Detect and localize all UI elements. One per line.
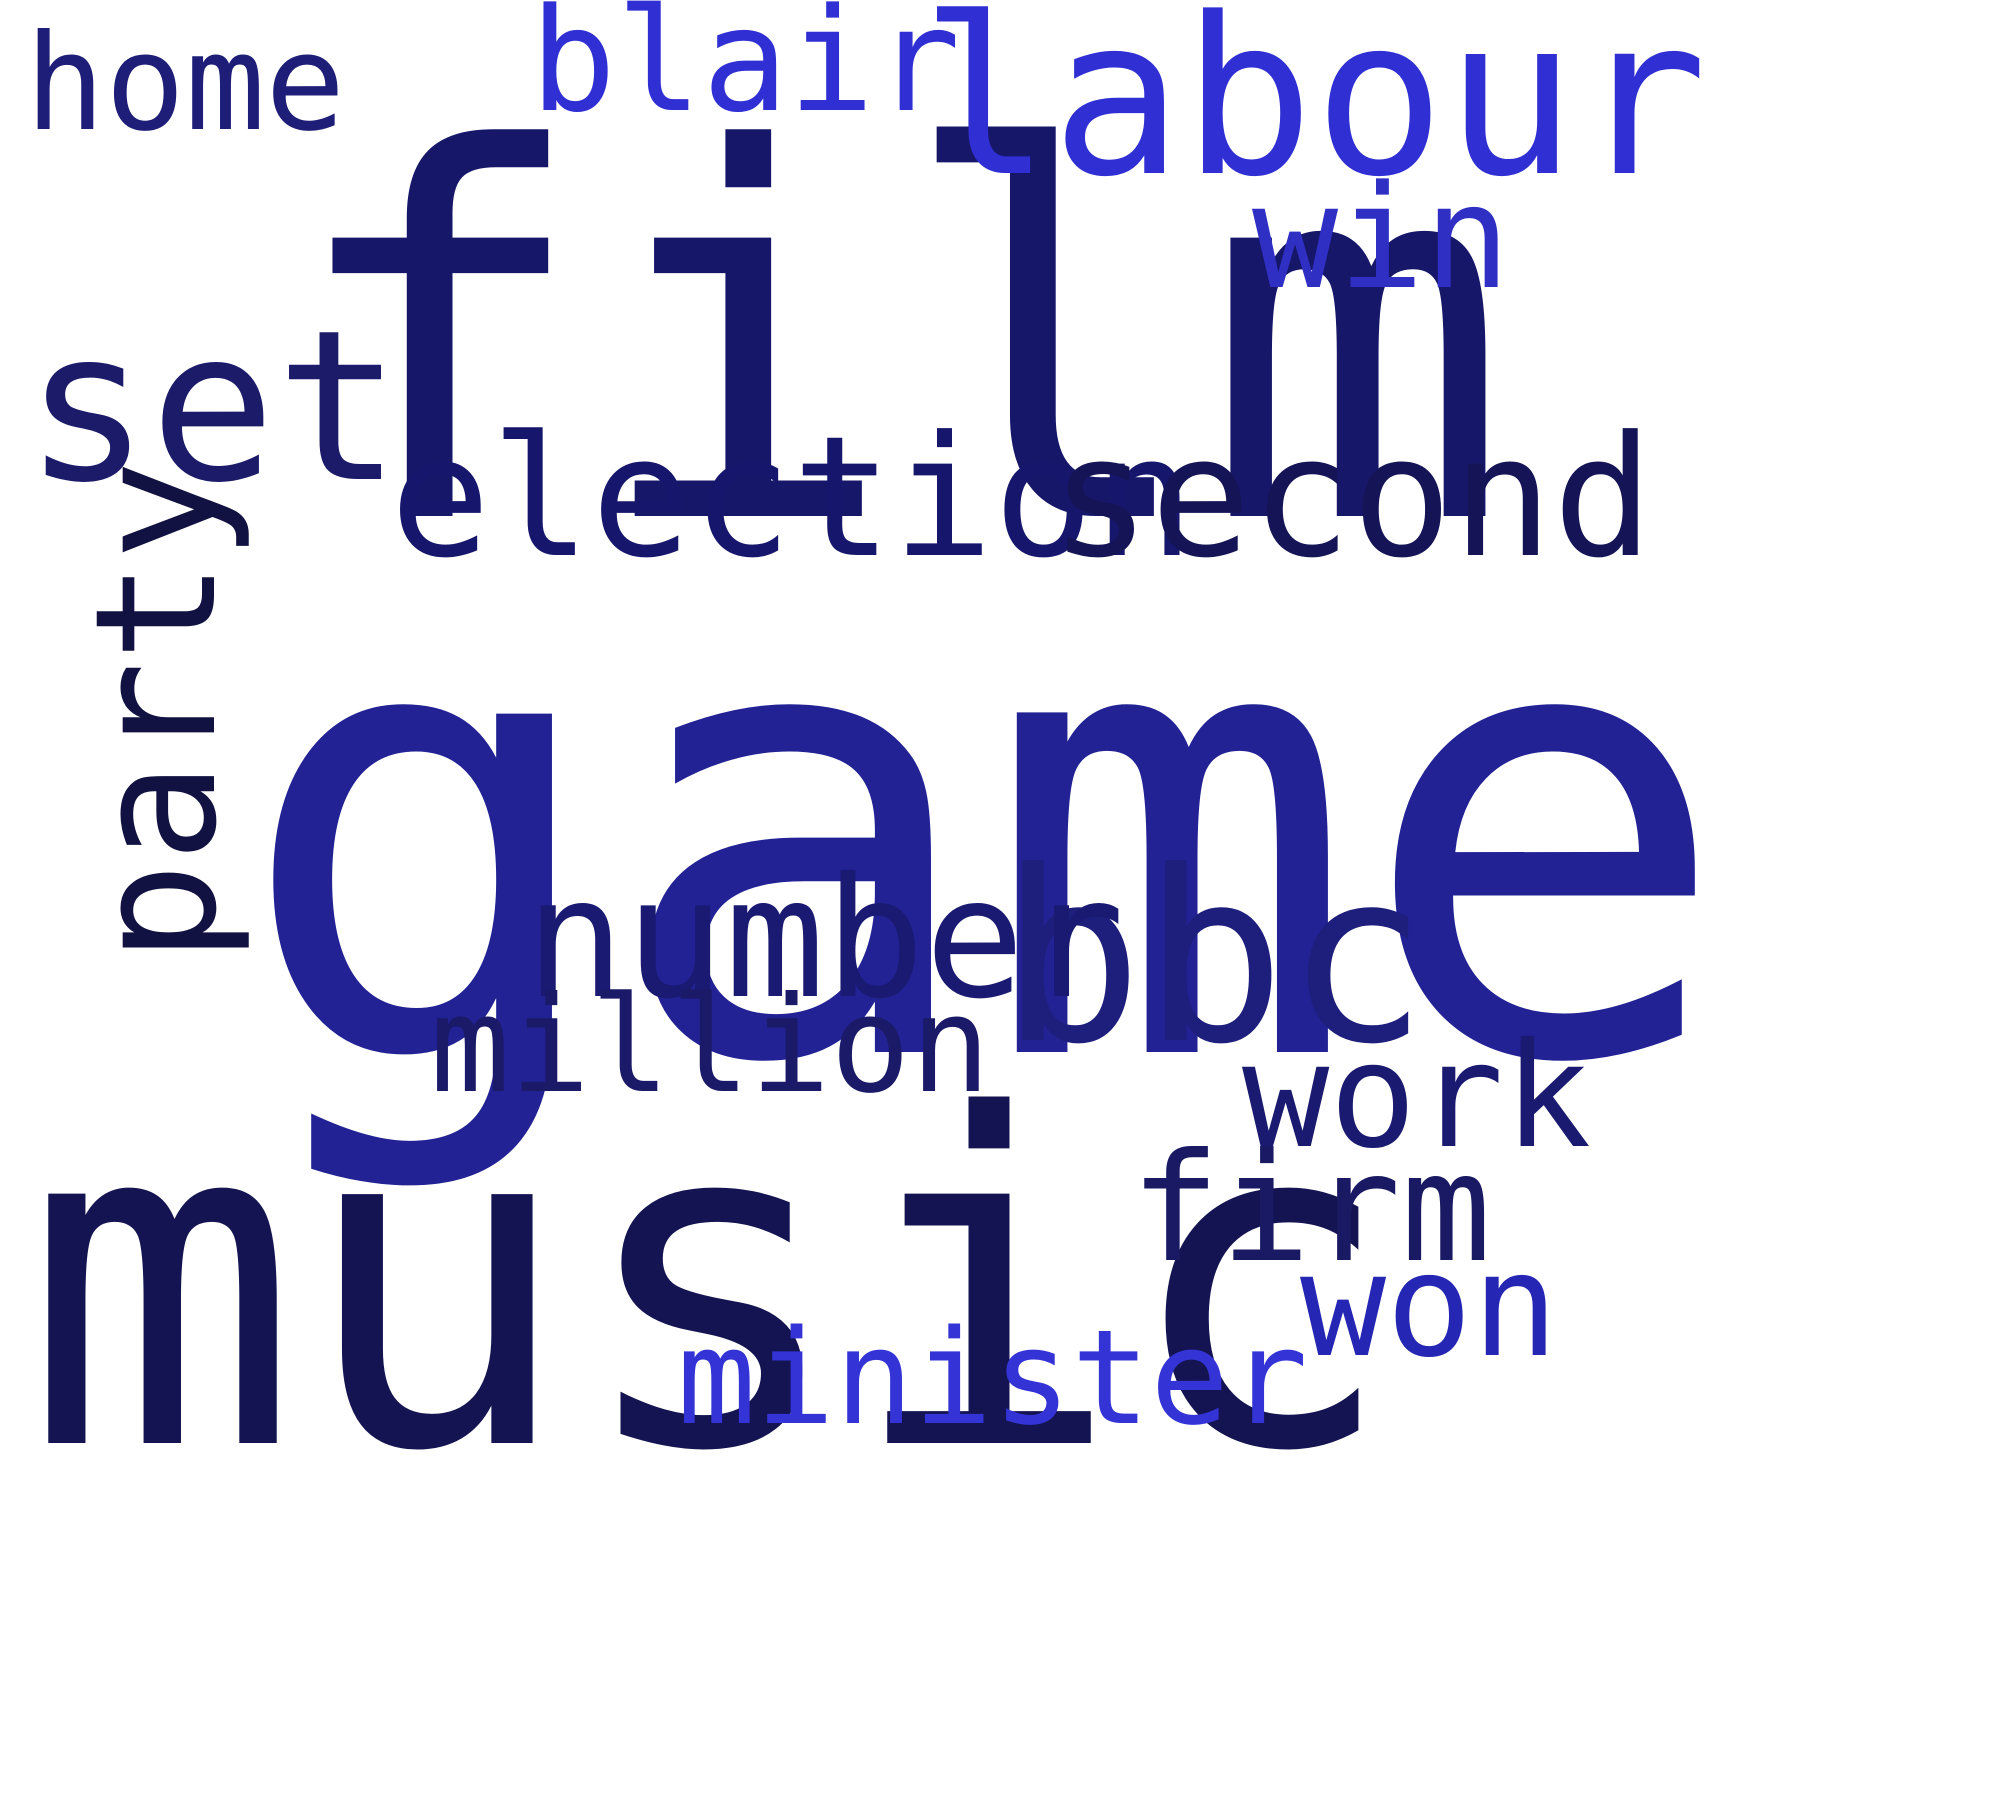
word-minister: minister (677, 1301, 1308, 1454)
word-labour: labour (920, 0, 1708, 225)
word-won: won (1300, 1222, 1559, 1389)
word-blair: blair (530, 0, 961, 144)
word-number: number (525, 843, 1125, 1036)
word-win: win (1252, 154, 1511, 321)
word-home: home (25, 7, 346, 161)
word-game: game (236, 477, 1732, 1199)
word-firm: firm (1130, 1122, 1492, 1296)
word-film: film (284, 45, 1510, 637)
word-bbc: bbc (1000, 820, 1429, 1096)
word-million: million (430, 969, 991, 1123)
word-music: music (24, 1020, 1397, 1551)
word-election: election (390, 401, 1195, 595)
word-second: second (1050, 401, 1654, 595)
word-set: set (24, 286, 402, 529)
word-party: party (60, 460, 254, 963)
word-work: work (1242, 1012, 1592, 1181)
